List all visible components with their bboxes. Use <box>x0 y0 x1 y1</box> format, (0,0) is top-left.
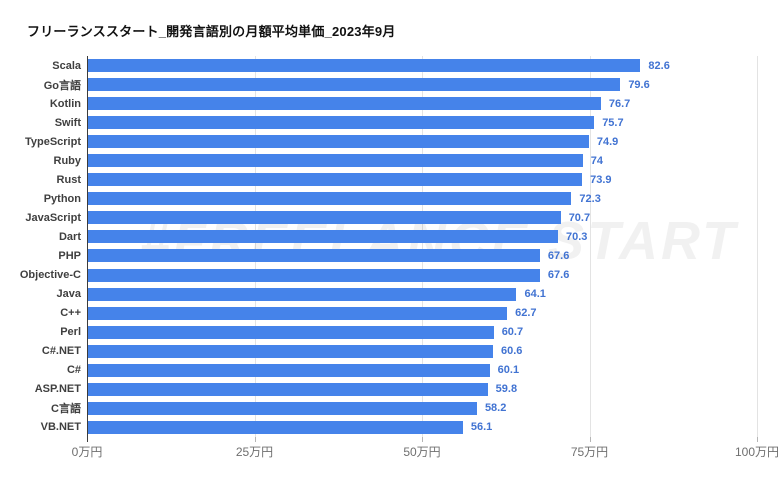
bar <box>87 230 558 244</box>
bar-row: Objective-C 67.6 <box>20 266 757 285</box>
value-label: 60.6 <box>501 345 523 358</box>
axis-tick <box>254 437 256 442</box>
category-label: Scala <box>52 59 81 72</box>
y-axis-line <box>87 56 88 442</box>
category-label: Dart <box>58 230 81 243</box>
value-label: 74.9 <box>596 135 619 148</box>
category-label: ASP.NET <box>34 383 81 396</box>
bar <box>87 325 494 339</box>
bar <box>87 116 595 130</box>
value-label: 58.2 <box>484 402 507 415</box>
category-label: C# <box>66 364 81 377</box>
bar-row: Swift 75.7 <box>55 113 757 132</box>
value-label: 59.8 <box>495 383 518 396</box>
bar <box>87 287 517 301</box>
category-label: VB.NET <box>40 421 81 434</box>
axis-tick <box>589 437 591 442</box>
gridline <box>254 56 256 437</box>
gridline <box>757 56 758 437</box>
bar-row: JavaScript 70.7 <box>25 208 757 227</box>
x-axis-tick-label: 50万円 <box>403 445 441 459</box>
x-axis-tick-label: 25万円 <box>235 445 274 459</box>
category-label: PHP <box>58 249 81 262</box>
bar <box>87 97 601 111</box>
bar-row: ASP.NET 59.8 <box>35 380 757 399</box>
value-label: 60.7 <box>501 326 524 339</box>
bar <box>87 173 583 187</box>
category-label: Kotlin <box>49 97 81 110</box>
axis-tick <box>422 437 423 442</box>
bar <box>87 154 583 168</box>
x-axis-tick-label: 75万円 <box>570 445 609 459</box>
bar-row: Scala 82.6 <box>52 56 757 75</box>
category-label: C言語 <box>51 403 81 416</box>
x-axis-tick-label: 0万円 <box>71 445 103 459</box>
category-label: Python <box>43 192 81 205</box>
category-label: Perl <box>60 326 81 339</box>
bar-row: Dart 70.3 <box>59 227 757 246</box>
category-label: C#.NET <box>41 345 81 358</box>
bar <box>87 382 488 396</box>
value-label: 72.3 <box>579 192 601 205</box>
gridline <box>589 56 591 437</box>
value-label: 67.6 <box>547 269 570 282</box>
bar-row: TypeScript 74.9 <box>25 132 757 151</box>
value-label: 67.6 <box>547 249 570 262</box>
bar-row: VB.NET 56.1 <box>41 418 757 437</box>
bar <box>87 344 494 358</box>
bar <box>87 211 561 225</box>
bar-row: PHP 67.6 <box>58 246 757 265</box>
bar <box>87 59 641 73</box>
value-label: 70.3 <box>566 230 588 243</box>
axis-tick <box>757 437 758 442</box>
category-label: C++ <box>60 307 81 320</box>
value-label: 74 <box>590 154 604 167</box>
gridline <box>422 56 423 437</box>
value-label: 56.1 <box>470 421 493 434</box>
bar <box>87 78 621 92</box>
category-label: Swift <box>54 116 81 129</box>
category-label: JavaScript <box>25 211 81 224</box>
value-label: 76.7 <box>608 97 631 110</box>
bar <box>87 192 572 206</box>
x-axis-tick-label: 100万円 <box>734 445 780 459</box>
bar-row: Python 72.3 <box>44 189 757 208</box>
bar <box>87 401 477 415</box>
category-label: Ruby <box>53 154 82 167</box>
plot-area: Scala 82.6 Go言語 79.6 Kotlin 76.7 Swift 75.7 Type… <box>20 56 758 442</box>
bar-row: Java 64.1 <box>57 285 757 304</box>
category-label: Objective-C <box>19 269 81 282</box>
x-axis: 0万円 25万円 50万円 75万円 100万円 <box>72 443 779 459</box>
value-label: 79.6 <box>628 78 650 91</box>
bar-rows: Scala 82.6 Go言語 79.6 Kotlin 76.7 Swift 75.7 Type… <box>20 56 757 437</box>
value-label: 75.7 <box>602 116 624 129</box>
value-label: 70.7 <box>568 211 591 224</box>
chart-title: フリーランススタート_開発言語別の月額平均単価_2023年9月 <box>27 24 396 39</box>
category-label: Rust <box>56 173 81 186</box>
bar <box>87 363 490 377</box>
bar <box>87 135 589 149</box>
bar-row: C言語 58.2 <box>51 399 757 418</box>
value-label: 64.1 <box>524 288 546 301</box>
bar-row: Go言語 79.6 <box>44 75 757 94</box>
bar-row: C# 60.1 <box>67 361 757 380</box>
bar-row: C#.NET 60.6 <box>42 342 757 361</box>
category-label: TypeScript <box>24 135 81 148</box>
bar-row: Ruby 74 <box>54 151 757 170</box>
value-label: 60.1 <box>497 364 520 377</box>
bar <box>87 420 463 434</box>
value-label: 73.9 <box>590 173 612 186</box>
bar-row: Kotlin 76.7 <box>50 94 757 113</box>
bar-row: C++ 62.7 <box>60 304 757 323</box>
value-label: 82.6 <box>648 59 670 72</box>
bar <box>87 306 508 320</box>
bar-row: Perl 60.7 <box>60 323 757 342</box>
bar <box>87 249 540 263</box>
category-label: Java <box>56 288 81 301</box>
bar-row: Rust 73.9 <box>57 170 757 189</box>
category-label: Go言語 <box>43 79 81 92</box>
bar <box>87 268 540 282</box>
value-label: 62.7 <box>515 307 537 320</box>
